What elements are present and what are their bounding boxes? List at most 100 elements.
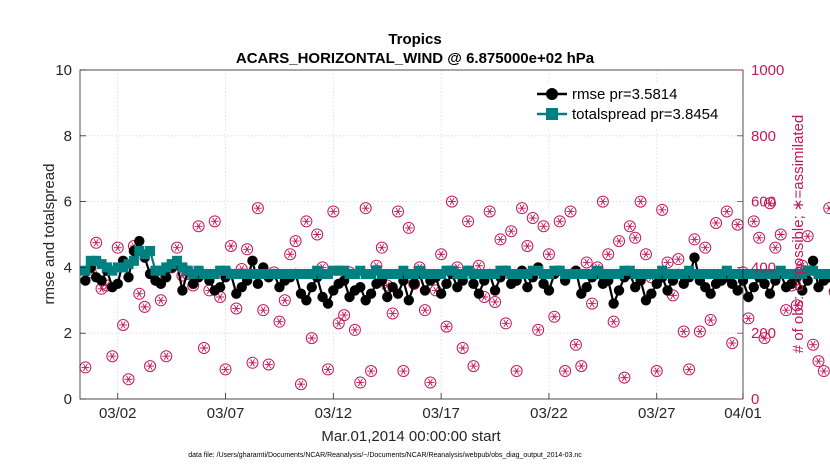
obs-possible-marker xyxy=(111,241,124,254)
obs-possible-marker xyxy=(753,231,766,244)
obs-point xyxy=(295,378,307,391)
rmse-point xyxy=(252,278,264,290)
obs-possible-marker xyxy=(521,240,534,253)
totalspread-point xyxy=(560,268,571,279)
obs-possible-marker xyxy=(440,320,453,333)
totalspread-point xyxy=(711,268,722,279)
obs-assimilated-marker xyxy=(652,367,661,375)
obs-point xyxy=(90,236,103,249)
obs-possible-marker xyxy=(445,195,458,208)
totalspread-point xyxy=(700,268,711,279)
obs-point xyxy=(790,299,803,312)
obs-assimilated-marker xyxy=(722,207,731,216)
totalspread-point xyxy=(123,259,134,270)
obs-possible-marker xyxy=(607,315,620,328)
obs-point xyxy=(230,302,243,315)
totalspread-point xyxy=(543,268,554,279)
obs-point xyxy=(397,365,410,378)
obs-point xyxy=(607,315,620,328)
obs-possible-marker xyxy=(639,248,652,261)
legend-spread-label: totalspread pr=3.8454 xyxy=(572,106,718,123)
obs-point xyxy=(445,195,458,208)
totalspread-point xyxy=(236,268,247,279)
obs-possible-marker xyxy=(90,236,103,249)
obs-assimilated-marker xyxy=(210,217,219,226)
obs-assimilated-marker xyxy=(776,230,785,239)
totalspread-point xyxy=(630,268,641,279)
totalspread-point xyxy=(527,265,538,276)
obs-possible-marker xyxy=(763,197,776,210)
obs-assimilated-marker xyxy=(221,365,230,374)
y-right-tick-label: 400 xyxy=(751,259,776,276)
rmse-point xyxy=(382,291,393,303)
rmse-point xyxy=(80,275,91,286)
obs-assimilated-marker xyxy=(135,290,144,298)
obs-point xyxy=(435,248,448,261)
rmse-point xyxy=(705,288,716,299)
totalspread-point xyxy=(533,265,544,276)
obs-point xyxy=(467,360,480,373)
obs-point xyxy=(704,314,717,327)
obs-point xyxy=(537,220,550,233)
obs-point xyxy=(208,215,221,228)
obs-point xyxy=(386,307,399,320)
obs-point xyxy=(823,202,830,215)
rmse-point xyxy=(134,235,145,247)
totalspread-point xyxy=(781,268,792,279)
obs-assimilated-marker xyxy=(437,250,446,258)
obs-assimilated-marker xyxy=(620,373,629,382)
obs-possible-marker xyxy=(790,299,803,312)
obs-assimilated-marker xyxy=(447,197,456,206)
obs-assimilated-marker xyxy=(577,362,586,370)
rmse-point xyxy=(581,281,592,293)
totalspread-point xyxy=(457,268,468,279)
obs-assimilated-marker xyxy=(679,327,688,336)
obs-possible-marker xyxy=(602,248,615,261)
obs-point xyxy=(257,304,270,317)
obs-possible-marker xyxy=(629,231,642,244)
totalspread-point xyxy=(274,268,285,279)
totalspread-point xyxy=(705,268,716,279)
legend-box xyxy=(535,84,737,128)
obs-point xyxy=(219,363,232,376)
obs-possible-marker xyxy=(144,360,157,373)
obs-possible-marker xyxy=(321,363,334,376)
obs-possible-marker xyxy=(575,360,588,373)
obs-possible-marker xyxy=(801,230,814,243)
totalspread-point xyxy=(139,249,150,260)
obs-point xyxy=(273,315,286,328)
obs-assimilated-marker xyxy=(658,206,667,214)
totalspread-point xyxy=(96,259,107,270)
totalspread-point xyxy=(754,268,765,279)
totalspread-point xyxy=(608,268,619,279)
obs-point xyxy=(807,338,820,351)
obs-point xyxy=(251,202,264,215)
y-right-tick-label: 800 xyxy=(751,128,776,145)
obs-assimilated-marker xyxy=(140,303,149,311)
obs-point xyxy=(305,332,318,345)
totalspread-point xyxy=(91,255,102,266)
totalspread-point xyxy=(667,268,678,279)
obs-possible-marker xyxy=(278,294,291,307)
obs-possible-marker xyxy=(494,233,507,246)
obs-possible-marker xyxy=(650,365,663,378)
totalspread-point xyxy=(398,265,409,276)
rmse-point xyxy=(662,285,673,296)
rmse-point xyxy=(732,285,743,296)
obs-point xyxy=(332,317,345,330)
obs-assimilated-marker xyxy=(728,339,737,347)
plot-frame xyxy=(79,69,744,400)
totalspread-point xyxy=(150,265,161,276)
totalspread-point xyxy=(242,268,253,279)
obs-assimilated-marker xyxy=(809,341,818,349)
totalspread-point xyxy=(452,268,463,279)
obs-assimilated-marker xyxy=(458,344,467,352)
x-tick-label: 03/22 xyxy=(530,405,568,422)
obs-point xyxy=(564,205,577,218)
obs-point xyxy=(278,294,291,307)
obs-assimilated-marker xyxy=(426,378,435,387)
obs-possible-marker xyxy=(262,358,275,371)
totalspread-point xyxy=(743,268,754,279)
obs-possible-marker xyxy=(456,342,469,355)
totalspread-point xyxy=(231,268,242,279)
